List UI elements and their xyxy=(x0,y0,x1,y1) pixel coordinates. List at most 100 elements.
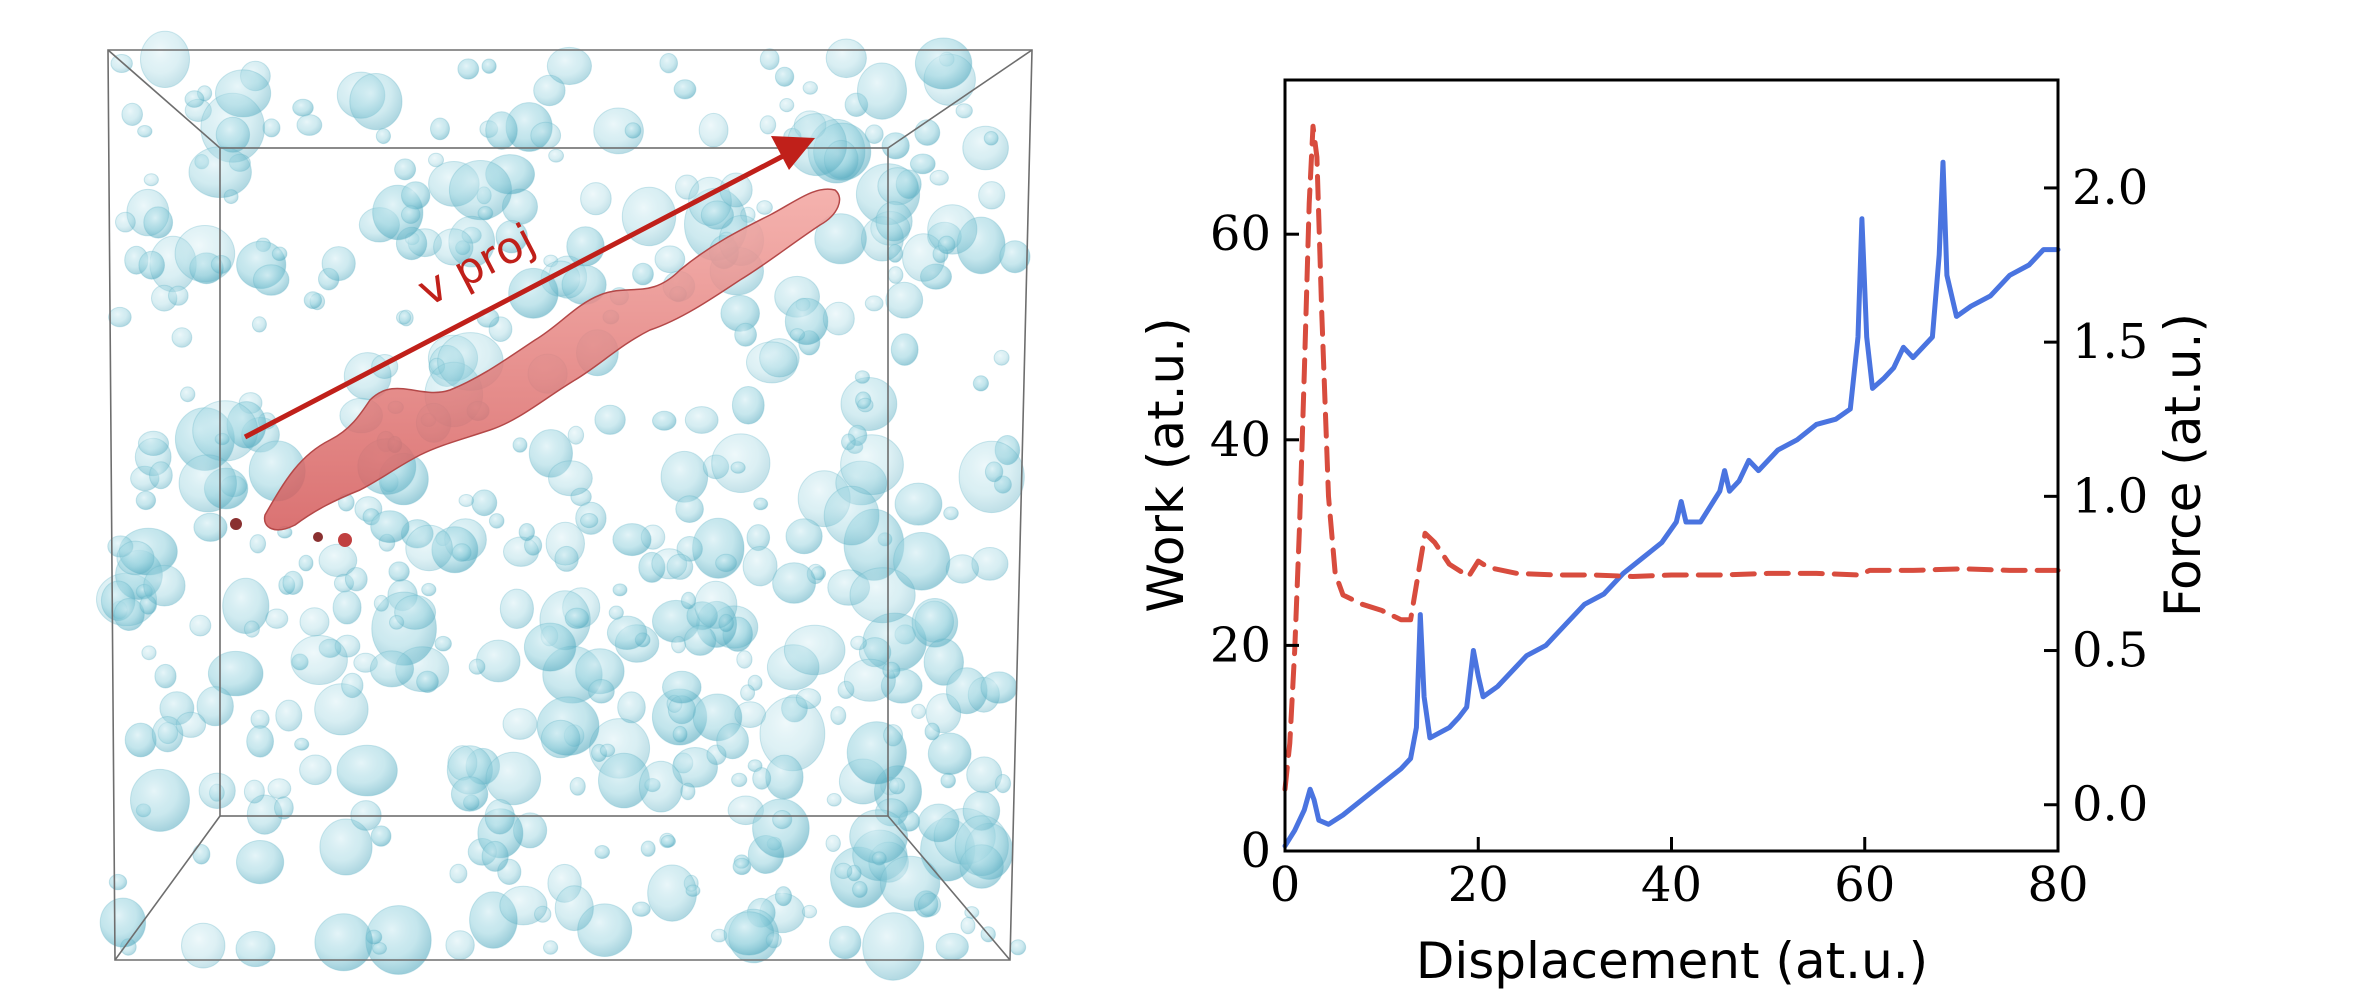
work-force-chart: 0 20 40 60 80 0 20 40 60 0.0 0.5 1.0 1.5 2.0 Displace… xyxy=(1137,78,2212,990)
density-blob xyxy=(299,754,332,786)
density-blob xyxy=(543,940,559,955)
density-blob xyxy=(210,255,232,274)
density-blob xyxy=(960,916,976,935)
left-y-axis-label: Work (at.u.) xyxy=(1137,317,1195,612)
density-blob xyxy=(336,744,398,797)
density-blob xyxy=(684,406,719,434)
density-blob xyxy=(373,594,389,612)
density-blob xyxy=(192,844,211,865)
density-blob xyxy=(554,885,594,932)
density-blob xyxy=(249,534,267,554)
density-blob xyxy=(113,598,145,631)
density-blob xyxy=(189,614,212,637)
density-blob xyxy=(175,711,207,738)
density-blob xyxy=(660,834,676,848)
simulation-box-frame xyxy=(107,49,1033,961)
density-blob xyxy=(888,777,906,795)
density-blob xyxy=(140,30,190,89)
density-blob xyxy=(318,543,358,578)
density-blob xyxy=(774,886,793,907)
density-blob xyxy=(972,375,990,392)
density-blob xyxy=(731,772,748,788)
density-blob xyxy=(801,904,818,919)
density-blob xyxy=(533,74,566,107)
density-blob xyxy=(99,897,147,948)
density-blob xyxy=(499,588,535,629)
density-blob xyxy=(421,582,437,597)
density-blob xyxy=(215,69,272,118)
density-blob xyxy=(606,615,648,650)
density-blob xyxy=(275,699,303,732)
density-blob xyxy=(243,620,260,638)
density-blob xyxy=(652,410,677,431)
right-y-tick-label: 0.5 xyxy=(2072,623,2148,679)
density-blob xyxy=(881,132,910,160)
density-blob xyxy=(332,590,362,625)
density-blob xyxy=(502,708,538,740)
density-blob xyxy=(698,112,729,148)
density-blob xyxy=(495,220,528,254)
density-blob xyxy=(116,540,155,576)
density-blob xyxy=(523,622,577,672)
density-blob xyxy=(740,684,756,702)
density-blob xyxy=(451,543,472,562)
density-blob xyxy=(638,760,684,813)
channel-fragment xyxy=(338,533,352,547)
density-blob xyxy=(927,732,972,776)
density-blob xyxy=(924,722,941,741)
density-blob xyxy=(694,580,738,629)
simulation-box-panel: v proj xyxy=(96,30,1033,981)
density-blob xyxy=(388,561,410,582)
density-blob xyxy=(196,686,234,727)
density-blob xyxy=(830,706,847,726)
density-blob xyxy=(564,607,590,629)
density-blob xyxy=(700,200,735,230)
density-blob xyxy=(262,118,281,138)
x-axis-label: Displacement (at.u.) xyxy=(1416,932,1928,990)
density-blob xyxy=(765,754,804,800)
density-blob xyxy=(883,724,904,747)
density-blob xyxy=(624,122,642,139)
density-blob xyxy=(999,240,1031,274)
density-blob xyxy=(372,942,387,955)
density-blob xyxy=(154,663,177,689)
density-blob xyxy=(401,205,421,225)
density-blob xyxy=(829,925,862,960)
density-blob xyxy=(894,482,943,526)
density-blob xyxy=(296,114,323,136)
density-blob xyxy=(945,554,980,584)
density-blob xyxy=(914,37,973,90)
density-blob xyxy=(184,90,205,108)
density-blob xyxy=(994,774,1012,794)
density-blob xyxy=(885,281,924,319)
density-blob xyxy=(369,650,415,688)
density-blob xyxy=(110,54,133,73)
x-tick-label: 40 xyxy=(1641,857,1702,913)
density-blob xyxy=(983,131,999,146)
density-blob xyxy=(282,570,304,596)
density-blob xyxy=(802,81,818,95)
density-blob xyxy=(481,840,509,872)
density-blob xyxy=(593,107,644,155)
density-blob xyxy=(909,153,936,175)
density-blob xyxy=(825,834,841,853)
density-blob xyxy=(430,117,450,141)
density-blob xyxy=(243,779,265,804)
density-blob xyxy=(617,691,646,724)
density-blob xyxy=(1009,939,1027,956)
density-blob xyxy=(783,624,846,676)
density-blob xyxy=(765,932,782,949)
density-blob xyxy=(599,743,616,758)
density-blob xyxy=(857,397,874,413)
density-blob xyxy=(843,658,896,702)
density-blob xyxy=(434,635,452,652)
channel-shape xyxy=(263,188,841,531)
density-blob xyxy=(389,615,405,630)
density-blob xyxy=(251,316,267,333)
density-blob xyxy=(935,932,969,961)
density-blob xyxy=(890,333,919,366)
density-blob xyxy=(180,386,196,403)
density-blob xyxy=(723,911,775,956)
density-blob xyxy=(849,567,916,624)
density-blob xyxy=(108,873,128,891)
